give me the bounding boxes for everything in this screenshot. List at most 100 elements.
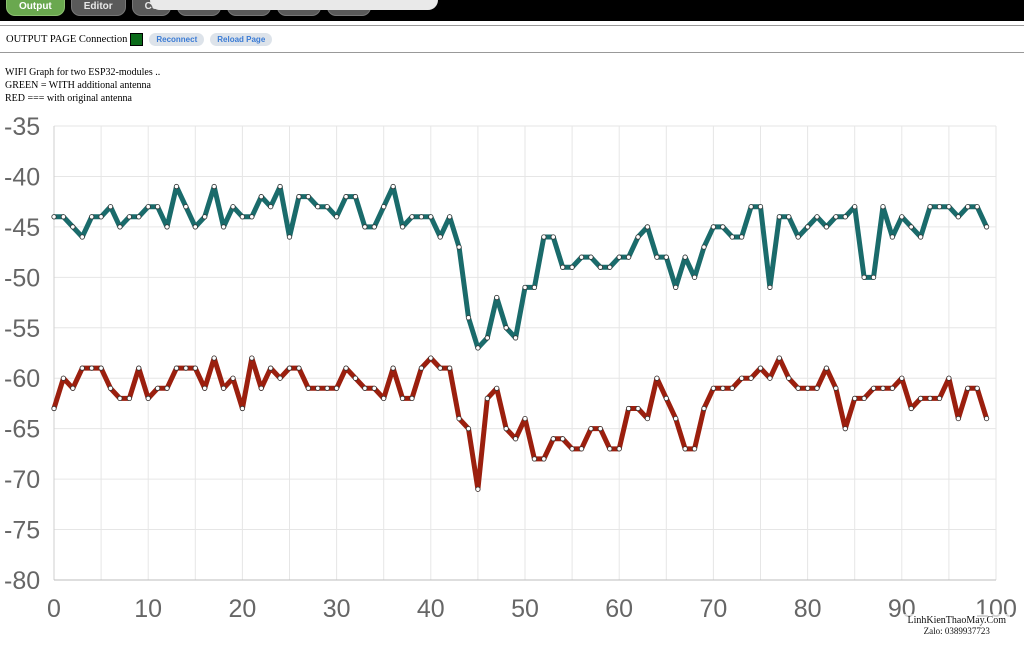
- data-point: [484, 335, 490, 341]
- data-point: [362, 224, 368, 230]
- data-point: [390, 365, 396, 371]
- data-point: [494, 294, 500, 301]
- data-point: [89, 365, 95, 371]
- data-point: [918, 395, 924, 401]
- data-point: [211, 183, 217, 190]
- data-point: [277, 375, 283, 381]
- data-point: [861, 274, 867, 280]
- data-point: [880, 385, 886, 391]
- data-point: [880, 204, 886, 210]
- y-tick-label: -60: [4, 365, 40, 393]
- data-point: [908, 405, 914, 412]
- data-point: [786, 214, 792, 220]
- divider: [0, 52, 1024, 53]
- connection-status-indicator: [130, 33, 144, 46]
- divider: [0, 25, 1024, 26]
- data-point: [390, 183, 396, 190]
- data-point: [249, 355, 255, 361]
- data-point: [626, 405, 632, 412]
- data-point: [164, 385, 170, 391]
- data-point: [296, 194, 302, 200]
- data-point: [51, 214, 57, 220]
- y-tick-label: -75: [4, 517, 40, 545]
- data-point: [512, 335, 519, 341]
- data-point: [626, 254, 632, 260]
- data-point: [107, 385, 114, 391]
- data-point: [673, 284, 679, 291]
- data-point: [644, 415, 651, 422]
- reload-page-button[interactable]: Reload Page: [210, 33, 273, 46]
- data-point: [239, 214, 245, 220]
- data-point: [220, 224, 227, 230]
- data-point: [550, 436, 556, 442]
- data-point: [324, 204, 330, 210]
- data-point: [428, 355, 434, 361]
- data-point: [597, 426, 603, 432]
- data-point: [409, 395, 415, 401]
- data-point: [729, 234, 735, 240]
- data-point: [720, 224, 726, 230]
- watermark-contact: Zalo: 0389937723: [923, 626, 990, 636]
- data-point: [503, 325, 509, 331]
- watermark-site: LinhKienThaoMay.Com: [907, 615, 1006, 626]
- data-point: [494, 385, 500, 391]
- data-point: [757, 204, 764, 210]
- data-point: [729, 385, 735, 391]
- data-point: [437, 234, 443, 240]
- data-point: [786, 375, 792, 381]
- data-point: [305, 194, 311, 200]
- data-point: [239, 405, 245, 412]
- data-point: [663, 254, 669, 260]
- data-point: [155, 385, 161, 391]
- data-point: [842, 426, 848, 432]
- data-point: [616, 446, 622, 452]
- data-point: [795, 234, 801, 240]
- data-point: [192, 365, 198, 371]
- data-point: [682, 446, 688, 452]
- data-point: [899, 214, 905, 220]
- y-tick-label: -55: [4, 315, 40, 343]
- data-point: [343, 194, 349, 200]
- data-point: [70, 385, 76, 391]
- data-point: [814, 385, 820, 391]
- data-point: [776, 214, 782, 220]
- data-point: [155, 204, 161, 210]
- data-point: [701, 244, 707, 250]
- data-point: [268, 365, 274, 371]
- data-point: [946, 375, 952, 381]
- data-point: [833, 214, 839, 220]
- data-point: [927, 204, 933, 210]
- data-point: [437, 365, 443, 371]
- data-point: [541, 456, 547, 462]
- reconnect-button[interactable]: Reconnect: [149, 33, 205, 46]
- data-point: [277, 183, 283, 190]
- data-point: [456, 244, 462, 250]
- data-point: [654, 375, 660, 381]
- data-point: [315, 385, 321, 391]
- tab-editor[interactable]: Editor: [70, 0, 126, 16]
- data-point: [447, 365, 453, 371]
- data-point: [399, 224, 406, 230]
- data-point: [126, 214, 132, 220]
- data-point: [107, 204, 114, 210]
- data-point: [268, 204, 274, 210]
- data-point: [145, 395, 151, 401]
- data-point: [908, 224, 914, 230]
- data-point: [286, 365, 293, 371]
- data-point: [974, 385, 980, 391]
- data-point: [465, 426, 472, 432]
- data-point: [795, 385, 801, 391]
- data-point: [823, 224, 830, 230]
- x-tick-label: 30: [323, 595, 351, 623]
- tab-output[interactable]: Output: [6, 0, 65, 16]
- data-point: [465, 315, 472, 321]
- data-point: [475, 486, 481, 492]
- x-tick-label: 50: [511, 595, 539, 623]
- data-point: [691, 274, 698, 280]
- data-point: [136, 214, 142, 220]
- data-point: [117, 224, 123, 230]
- data-point: [522, 284, 528, 291]
- y-tick-label: -50: [4, 264, 40, 292]
- data-point: [739, 234, 745, 240]
- data-point: [748, 204, 754, 210]
